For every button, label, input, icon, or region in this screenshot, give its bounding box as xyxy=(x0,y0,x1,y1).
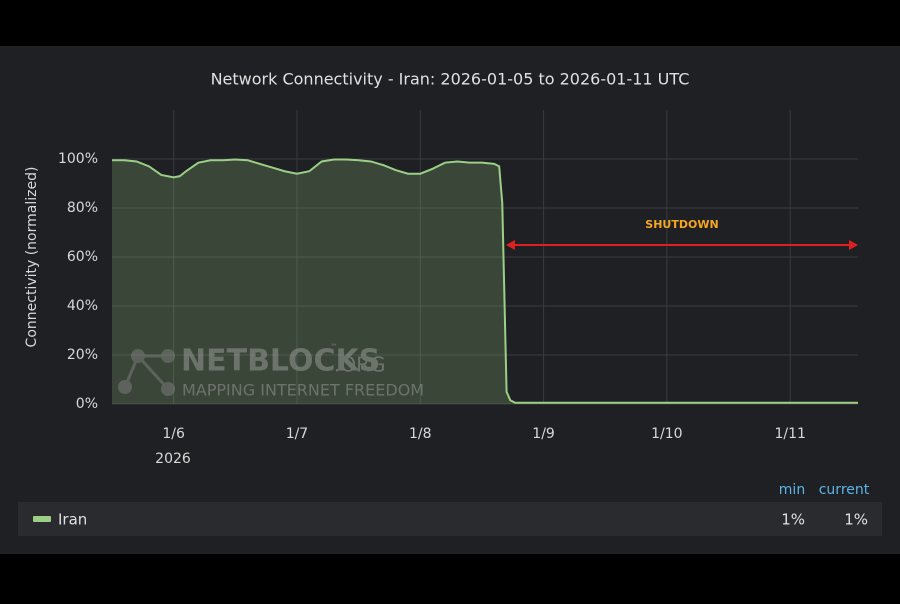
x-tick-label: 1/9 xyxy=(532,426,555,442)
y-axis-label: Connectivity (normalized) xyxy=(24,167,40,348)
annotation: SHUTDOWN xyxy=(645,218,718,231)
x-tick-label: 1/7 xyxy=(286,426,309,442)
x-tick-label: 1/11 xyxy=(774,426,805,442)
panel xyxy=(0,46,900,554)
legend-min: 1% xyxy=(781,511,805,529)
legend-swatch xyxy=(33,516,51,522)
watermark-logo xyxy=(161,382,175,396)
x-tick-label: 1/10 xyxy=(651,426,682,442)
legend-label[interactable]: Iran xyxy=(58,511,87,529)
watermark-logo xyxy=(123,354,170,391)
watermark-title: NETBLOCKS xyxy=(181,344,380,379)
legend-row xyxy=(18,502,882,536)
x-tick-label: 1/6 xyxy=(162,426,185,442)
y-tick-label: 100% xyxy=(58,151,98,167)
chart-title: Network Connectivity - Iran: 2026-01-05 … xyxy=(211,70,690,89)
watermark-tagline: MAPPING INTERNET FREEDOM xyxy=(182,381,424,400)
watermark-logo xyxy=(161,349,175,363)
y-tick-label: 80% xyxy=(67,200,98,216)
y-tick-label: 60% xyxy=(67,249,98,265)
watermark-suffix: .ORG xyxy=(334,353,386,377)
series-line xyxy=(112,158,858,404)
y-tick-label: 0% xyxy=(76,396,98,412)
watermark: NETBLOCKS .ORG ™ MAPPING INTERNET FREEDO… xyxy=(118,343,424,400)
legend-current: 1% xyxy=(844,511,868,529)
legend-column: current xyxy=(819,482,870,498)
watermark-logo xyxy=(131,349,145,363)
watermark-logo xyxy=(118,380,132,394)
x-year-label: 2026 xyxy=(155,451,191,467)
watermark-tm: ™ xyxy=(330,343,338,352)
area-fill xyxy=(112,159,858,404)
y-tick-label: 20% xyxy=(67,347,98,363)
y-tick-label: 40% xyxy=(67,298,98,314)
shutdown-arrow xyxy=(506,240,858,250)
x-tick-label: 1/8 xyxy=(409,426,432,442)
legend-column: min xyxy=(779,482,805,498)
